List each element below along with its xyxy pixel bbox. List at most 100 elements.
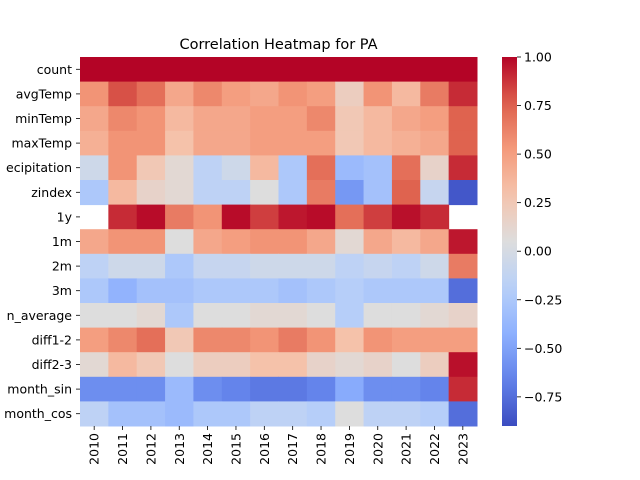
heatmap-cell xyxy=(278,327,308,353)
heatmap-cell xyxy=(221,155,251,181)
y-tick-label: month_sin xyxy=(7,382,72,397)
heatmap-cell xyxy=(363,278,393,304)
heatmap-cell xyxy=(420,253,450,279)
heatmap-cell xyxy=(278,180,308,206)
heatmap-cell xyxy=(165,327,194,353)
heatmap-cell xyxy=(136,130,166,156)
heatmap-cell xyxy=(391,130,421,156)
heatmap-cell xyxy=(250,155,279,181)
heatmap-cell xyxy=(420,81,450,107)
y-tick-label: 3m xyxy=(52,283,72,298)
heatmap-cell xyxy=(221,130,251,156)
heatmap-cell xyxy=(306,130,336,156)
heatmap-cell xyxy=(221,253,251,279)
heatmap-cell xyxy=(335,180,365,206)
heatmap-cell xyxy=(278,106,308,132)
x-tick-label: 2019 xyxy=(342,433,357,465)
heatmap-cell xyxy=(250,81,279,107)
heatmap-cell xyxy=(250,106,279,132)
heatmap-cell xyxy=(363,253,393,279)
heatmap-cell xyxy=(165,81,194,107)
x-tick-label: 2012 xyxy=(143,433,158,465)
y-tick-label: n_average xyxy=(7,308,73,323)
heatmap-cell xyxy=(306,253,336,279)
heatmap-cell xyxy=(165,253,194,279)
heatmap-cell xyxy=(80,253,109,279)
colorbar-tick-label: −0.50 xyxy=(524,341,562,356)
colorbar-ticks: 1.00 0.75 0.50 0.25 0.00 −0.25 −0.50 −0.75 xyxy=(517,50,562,404)
heatmap-cell xyxy=(335,278,365,304)
heatmap-cell xyxy=(278,81,308,107)
heatmap-cell xyxy=(278,130,308,156)
heatmap-cell xyxy=(193,180,223,206)
heatmap-cell xyxy=(278,278,308,304)
heatmap-cell xyxy=(363,155,393,181)
y-tick-label: avgTemp xyxy=(16,86,72,101)
heatmap-cell xyxy=(448,401,478,427)
heatmap-cell xyxy=(306,155,336,181)
heatmap-cell xyxy=(80,376,109,402)
heatmap-cell xyxy=(391,229,421,255)
heatmap-cell xyxy=(448,180,478,206)
heatmap-cell xyxy=(306,57,336,83)
heatmap-cell xyxy=(420,130,450,156)
heatmap-cell xyxy=(165,376,194,402)
heatmap-cell xyxy=(221,106,251,132)
heatmap-cell xyxy=(448,303,478,329)
x-tick-labels: 2010 2011 2012 2013 2014 2015 2016 2017 2018 2019… xyxy=(87,426,470,465)
heatmap-cell xyxy=(108,327,138,353)
heatmap-cell xyxy=(448,229,478,255)
heatmap-cell xyxy=(108,130,138,156)
heatmap-cell xyxy=(363,204,393,230)
heatmap-cell xyxy=(448,376,478,402)
heatmap-cell xyxy=(335,376,365,402)
heatmap-cell xyxy=(306,204,336,230)
heatmap-cell xyxy=(165,352,194,378)
heatmap-cell xyxy=(335,130,365,156)
heatmap-cell xyxy=(80,229,109,255)
x-tick-label: 2013 xyxy=(172,433,187,465)
heatmap-cell xyxy=(221,229,251,255)
heatmap-cell xyxy=(391,253,421,279)
heatmap-cell xyxy=(165,401,194,427)
heatmap-cell xyxy=(306,106,336,132)
heatmap-cell xyxy=(363,81,393,107)
heatmap-cell xyxy=(250,278,279,304)
heatmap-cell xyxy=(136,303,166,329)
heatmap-cell xyxy=(221,327,251,353)
heatmap-cell xyxy=(363,106,393,132)
heatmap-cell xyxy=(250,253,279,279)
heatmap-cell xyxy=(335,204,365,230)
x-tick-label: 2023 xyxy=(455,433,470,465)
heatmap-cell xyxy=(108,57,138,83)
heatmap-cell xyxy=(363,229,393,255)
heatmap-cell xyxy=(391,401,421,427)
y-tick-label: zindex xyxy=(31,185,72,200)
x-tick-label: 2017 xyxy=(285,433,300,465)
heatmap-cell xyxy=(306,303,336,329)
heatmap-cell xyxy=(448,352,478,378)
heatmap-cell xyxy=(108,180,138,206)
y-tick-label: 1y xyxy=(57,209,73,224)
heatmap-cell xyxy=(136,180,166,206)
heatmap-cell xyxy=(80,352,109,378)
y-tick-label: 2m xyxy=(52,259,72,274)
heatmap-cell xyxy=(221,81,251,107)
y-tick-labels: count avgTemp minTemp maxTemp ecipitation zin… xyxy=(4,62,80,421)
heatmap-cell xyxy=(391,106,421,132)
heatmap-cell xyxy=(391,57,421,83)
heatmap-cell xyxy=(363,327,393,353)
heatmap-cell xyxy=(193,155,223,181)
colorbar-gradient xyxy=(502,57,517,426)
heatmap-cell xyxy=(420,278,450,304)
heatmap-cell xyxy=(108,352,138,378)
heatmap-cell xyxy=(165,130,194,156)
y-tick-label: maxTemp xyxy=(11,136,72,151)
heatmap-cell xyxy=(193,106,223,132)
heatmap-cell xyxy=(448,278,478,304)
heatmap-cell xyxy=(391,204,421,230)
heatmap-cell xyxy=(363,130,393,156)
heatmap-cell xyxy=(420,106,450,132)
heatmap-cell xyxy=(250,180,279,206)
y-tick-label: diff2-3 xyxy=(32,357,72,372)
